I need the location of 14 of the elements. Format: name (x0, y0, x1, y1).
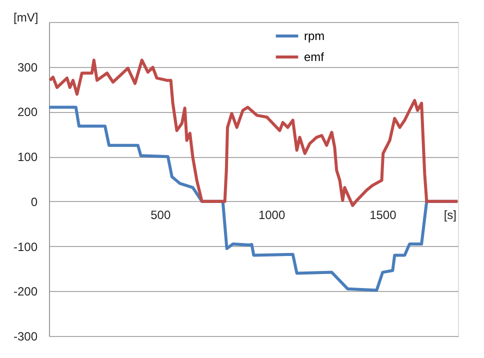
y-tick-label: 0 (30, 194, 38, 209)
x-tick-label: 1000 (258, 208, 286, 222)
legend-label: rpm (304, 29, 325, 43)
y-tick-label: -300 (13, 330, 38, 344)
y-tick-label: 100 (17, 150, 38, 164)
y-tick-label: -100 (13, 240, 38, 254)
x-tick-label: 500 (150, 208, 171, 222)
x-tick-label: 1500 (370, 208, 397, 222)
y-tick-label: 200 (17, 105, 38, 120)
y-tick-label: -200 (13, 284, 38, 299)
legend-label: emf (304, 50, 325, 64)
x-axis-title: [s] (444, 208, 456, 222)
y-tick-label: 300 (17, 60, 38, 74)
y-axis-title: [mV] (14, 10, 38, 24)
